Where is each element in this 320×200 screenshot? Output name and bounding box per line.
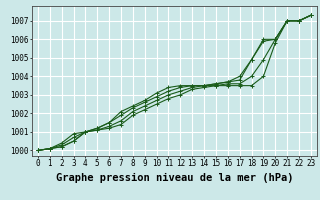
X-axis label: Graphe pression niveau de la mer (hPa): Graphe pression niveau de la mer (hPa) xyxy=(56,173,293,183)
